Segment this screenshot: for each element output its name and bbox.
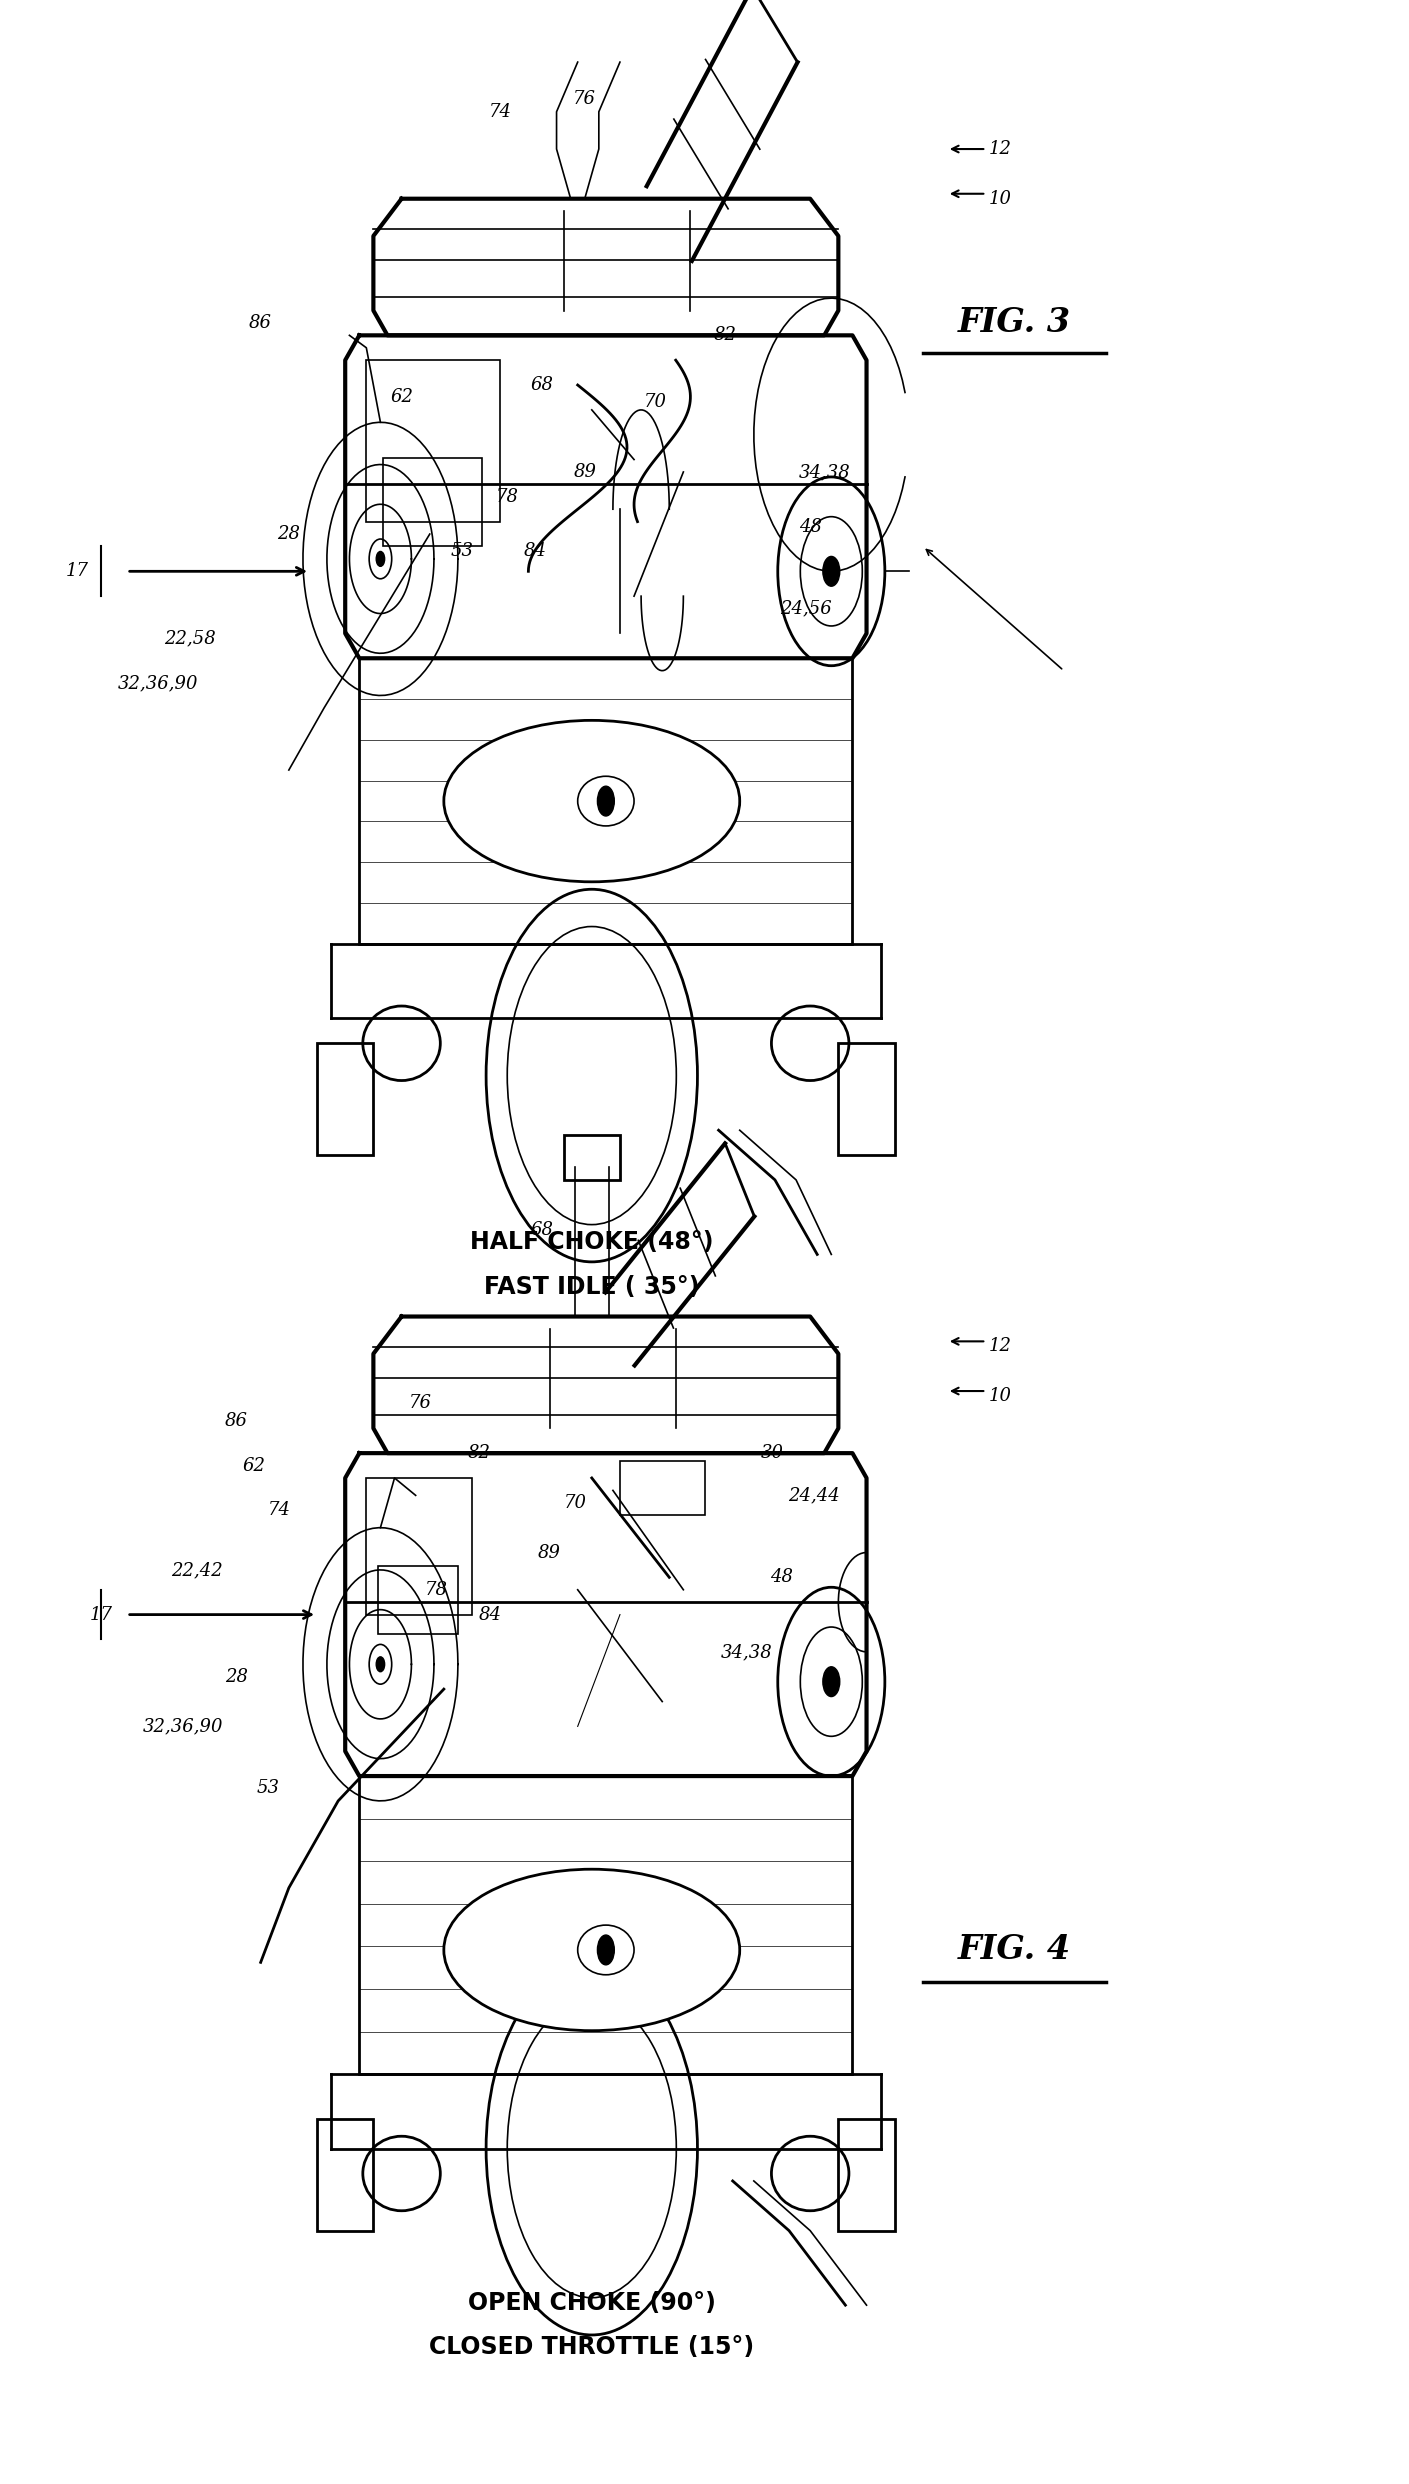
Bar: [317, 2119, 373, 2231]
Text: 30: 30: [761, 1443, 783, 1463]
Text: 28: 28: [225, 1667, 248, 1687]
Bar: [366, 1478, 472, 1615]
Text: 89: 89: [573, 462, 596, 482]
Text: 22,42: 22,42: [172, 1560, 223, 1580]
Bar: [564, 1135, 620, 1180]
Text: 84: 84: [479, 1605, 502, 1625]
Bar: [317, 1043, 373, 1155]
Text: 76: 76: [573, 89, 596, 109]
Text: 34,38: 34,38: [721, 1642, 772, 1662]
Text: 82: 82: [468, 1443, 490, 1463]
Ellipse shape: [444, 1868, 740, 2032]
Circle shape: [823, 556, 840, 586]
Text: 86: 86: [225, 1411, 248, 1431]
Text: 32,36,90: 32,36,90: [117, 673, 199, 693]
Text: 24,56: 24,56: [781, 599, 831, 619]
Text: FAST IDLE ( 35°): FAST IDLE ( 35°): [485, 1274, 699, 1299]
Text: FIG. 3: FIG. 3: [958, 306, 1071, 340]
Bar: [359, 658, 852, 944]
Text: 53: 53: [256, 1779, 279, 1798]
Text: 17: 17: [66, 561, 89, 581]
Circle shape: [597, 785, 614, 815]
Text: 62: 62: [390, 388, 413, 407]
Text: FIG. 4: FIG. 4: [958, 1933, 1071, 1967]
Text: 68: 68: [531, 1220, 554, 1240]
Text: 86: 86: [249, 313, 272, 333]
Bar: [383, 457, 482, 546]
Text: 10: 10: [989, 1386, 1012, 1406]
Text: 89: 89: [538, 1543, 561, 1562]
Text: 10: 10: [989, 189, 1012, 209]
Text: 48: 48: [771, 1567, 793, 1587]
Text: 74: 74: [489, 102, 511, 122]
Text: 32,36,90: 32,36,90: [142, 1716, 224, 1736]
Circle shape: [597, 1935, 614, 1965]
Text: 28: 28: [278, 524, 300, 544]
Text: 78: 78: [496, 487, 519, 507]
Circle shape: [376, 551, 385, 566]
Text: HALF CHOKE (48°): HALF CHOKE (48°): [471, 1230, 713, 1254]
Text: 24,44: 24,44: [789, 1485, 840, 1505]
Text: 70: 70: [644, 392, 666, 412]
Text: 53: 53: [451, 542, 473, 561]
Text: 70: 70: [564, 1493, 586, 1513]
Text: 76: 76: [409, 1394, 431, 1413]
Bar: [838, 2119, 895, 2231]
Text: 78: 78: [426, 1580, 448, 1600]
Bar: [620, 1461, 704, 1515]
Bar: [838, 1043, 895, 1155]
Text: 12: 12: [989, 139, 1012, 159]
Text: 34,38: 34,38: [799, 462, 850, 482]
Ellipse shape: [444, 720, 740, 882]
Bar: [366, 360, 500, 522]
Circle shape: [823, 1667, 840, 1697]
Text: 48: 48: [799, 517, 821, 537]
Text: 17: 17: [90, 1605, 113, 1625]
Text: 62: 62: [242, 1456, 265, 1475]
Bar: [359, 1776, 852, 2074]
Text: 84: 84: [524, 542, 547, 561]
Text: OPEN CHOKE (90°): OPEN CHOKE (90°): [468, 2290, 716, 2315]
Text: 74: 74: [268, 1500, 290, 1520]
Text: 12: 12: [989, 1336, 1012, 1356]
Text: CLOSED THROTTLE (15°): CLOSED THROTTLE (15°): [430, 2335, 754, 2360]
Text: 22,58: 22,58: [165, 628, 216, 648]
Bar: [378, 1567, 458, 1634]
Text: 68: 68: [531, 375, 554, 395]
Circle shape: [376, 1657, 385, 1672]
Text: 82: 82: [714, 325, 737, 345]
